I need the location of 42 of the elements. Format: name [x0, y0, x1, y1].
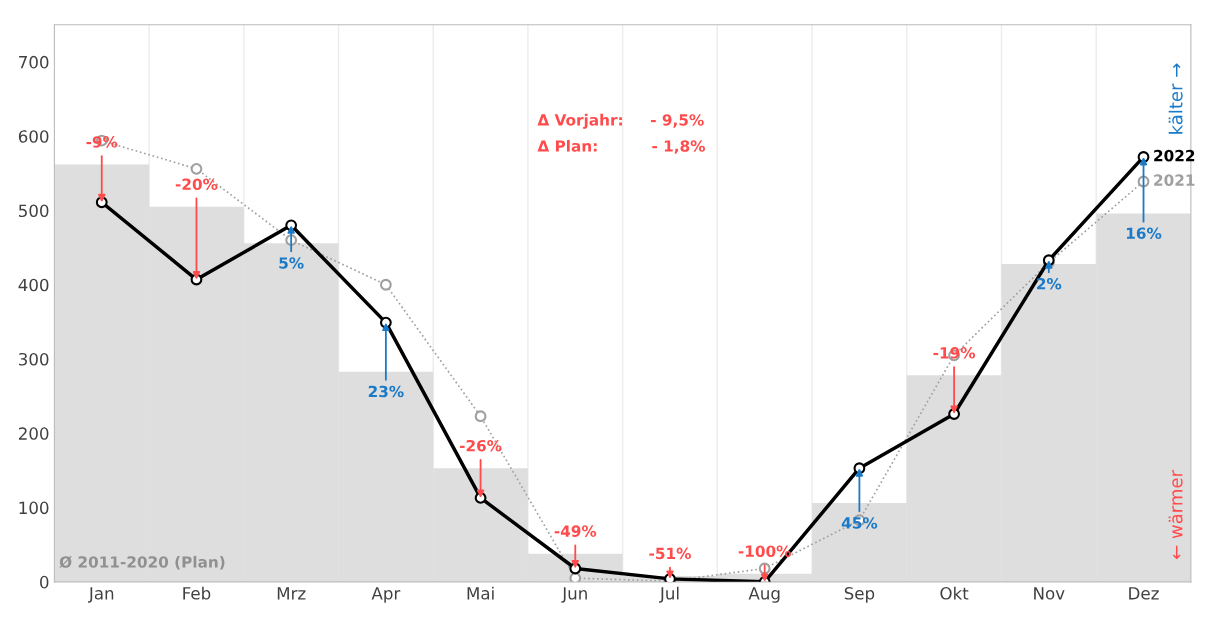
- point: [474, 410, 487, 423]
- annotation: 16%: [1126, 227, 1162, 240]
- y-tick-label: 600: [18, 130, 49, 143]
- annotation: 45%: [841, 517, 878, 529]
- x-tick-label: Mrz: [277, 587, 306, 600]
- annotation: ← wärmer: [1168, 470, 1183, 560]
- annotation: Δ Plan: - 1,8%: [537, 139, 706, 154]
- annotation: -9%: [86, 136, 118, 148]
- annotation: 2%: [1037, 277, 1062, 290]
- x-tick-label: Okt: [940, 586, 969, 600]
- annotation: -20%: [175, 178, 218, 191]
- point: [569, 572, 582, 582]
- x-tick-label: Mai: [467, 586, 494, 600]
- annotation: 5%: [279, 257, 304, 269]
- y-tick-label: 700: [19, 55, 49, 69]
- x-tick-label: Nov: [1034, 587, 1065, 600]
- point: [379, 278, 392, 291]
- annotation: -51%: [649, 547, 691, 560]
- x-tick-label: Dez: [1129, 587, 1159, 600]
- annotation: -49%: [554, 525, 597, 537]
- annotation: Δ Vorjahr: - 9,5%: [537, 113, 704, 129]
- annotation: kälter →: [1168, 63, 1183, 134]
- series-label: 2022: [1154, 149, 1195, 162]
- x-tick-label: Apr: [371, 587, 401, 603]
- x-tick-label: Sep: [844, 587, 875, 603]
- x-tick-label: Aug: [748, 587, 780, 603]
- y-tick-label: 500: [19, 204, 49, 218]
- x-tick-label: Feb: [183, 586, 211, 600]
- point: [190, 162, 203, 175]
- annotation: -26%: [459, 439, 502, 452]
- series-label: Ø 2011-2020 (Plan): [59, 555, 225, 570]
- series-label: 2021: [1154, 174, 1195, 186]
- y-tick-label: 200: [18, 427, 49, 440]
- annotation: 23%: [368, 385, 404, 398]
- y-tick-label: 300: [19, 352, 49, 366]
- x-tick-label: Jun: [561, 587, 587, 603]
- y-tick-label: 0: [40, 575, 49, 589]
- x-tick-label: Jan: [88, 587, 114, 603]
- y-tick-label: 100: [19, 501, 49, 515]
- x-tick-label: Jul: [659, 586, 679, 603]
- y-tick-label: 400: [18, 278, 49, 292]
- annotation: -19%: [933, 347, 976, 359]
